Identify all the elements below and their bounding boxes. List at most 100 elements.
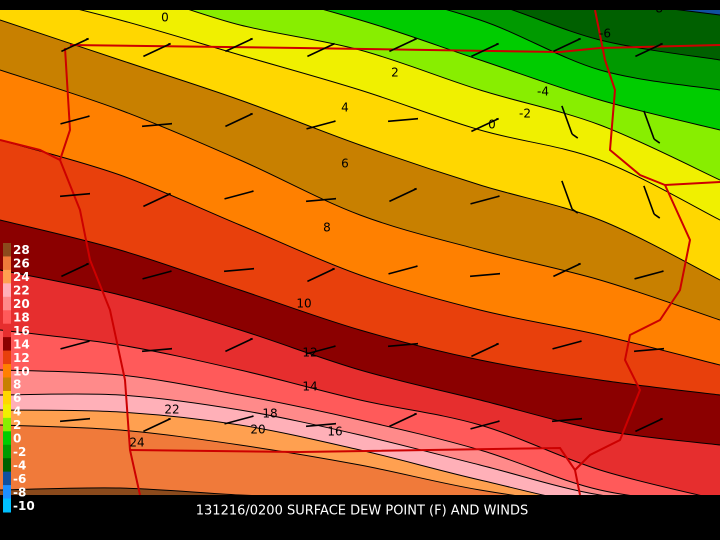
wind-barb-flag bbox=[659, 42, 663, 46]
wind-barb bbox=[388, 265, 418, 275]
wind-barb bbox=[553, 262, 581, 278]
contour-label: 18 bbox=[262, 407, 277, 421]
legend-swatch bbox=[3, 458, 11, 473]
wind-barb bbox=[471, 342, 499, 358]
legend-swatch bbox=[3, 350, 11, 365]
wind-barb-flag bbox=[577, 262, 581, 266]
wind-barb bbox=[387, 342, 419, 348]
wind-barb bbox=[225, 112, 253, 128]
legend-label: -2 bbox=[13, 445, 26, 459]
contour-line bbox=[0, 19, 720, 281]
wind-barb bbox=[223, 267, 255, 273]
wind-barb bbox=[307, 267, 335, 283]
legend-label: -4 bbox=[13, 458, 26, 472]
wind-barb-flag bbox=[571, 133, 579, 139]
legend-label: 6 bbox=[13, 391, 21, 405]
wind-barb-flag bbox=[653, 138, 661, 144]
wind-barb-flag bbox=[577, 37, 581, 41]
legend-swatch bbox=[3, 243, 11, 257]
wind-barb-flag bbox=[167, 42, 171, 46]
wind-barb bbox=[471, 117, 499, 133]
wind-barb bbox=[471, 42, 499, 58]
wind-barb-flag bbox=[659, 417, 663, 421]
wind-barb bbox=[635, 417, 663, 433]
legend-label: 10 bbox=[13, 364, 30, 378]
legend-label: 22 bbox=[13, 284, 30, 298]
legend-label: 24 bbox=[13, 270, 30, 284]
legend-label: 16 bbox=[13, 324, 30, 338]
border bbox=[69, 44, 720, 54]
contour-line bbox=[0, 269, 720, 446]
wind-barb bbox=[561, 180, 573, 210]
contour-label: -6 bbox=[599, 27, 611, 41]
legend-label: -6 bbox=[13, 472, 26, 486]
contour-label: 0 bbox=[488, 118, 496, 132]
wind-barb-flag bbox=[331, 42, 335, 46]
contour-label: 0 bbox=[161, 11, 169, 25]
wind-barb bbox=[305, 422, 337, 428]
wind-barb-flag bbox=[167, 192, 171, 196]
wind-barb bbox=[141, 347, 173, 353]
contour-label: 20 bbox=[250, 423, 265, 437]
wind-barb bbox=[143, 192, 171, 208]
wind-barb bbox=[389, 37, 417, 53]
legend-label: 20 bbox=[13, 297, 30, 311]
legend-swatch bbox=[3, 256, 11, 271]
contour-line bbox=[79, 10, 720, 221]
wind-barb bbox=[389, 187, 417, 203]
wind-barb-flag bbox=[249, 37, 253, 41]
wind-barb bbox=[61, 37, 89, 53]
wind-barb-flag bbox=[495, 117, 499, 121]
border bbox=[129, 446, 581, 495]
legend-label: 26 bbox=[13, 257, 30, 271]
contour-line bbox=[323, 10, 720, 131]
legend-label: 14 bbox=[13, 337, 30, 351]
band bbox=[512, 10, 720, 60]
wind-barb bbox=[307, 42, 335, 58]
wind-barb-flag bbox=[413, 37, 417, 41]
legend-label: 4 bbox=[13, 405, 21, 419]
contour-line bbox=[0, 369, 631, 495]
contour-line bbox=[0, 329, 701, 495]
contour-line bbox=[0, 487, 251, 495]
legend-swatch bbox=[3, 444, 11, 459]
wind-barb bbox=[469, 272, 501, 278]
contour-line bbox=[0, 219, 720, 396]
wind-barb-flag bbox=[495, 342, 499, 346]
contour-line bbox=[0, 139, 720, 366]
wind-barb bbox=[59, 192, 91, 198]
contour-label: 16 bbox=[327, 425, 342, 439]
legend-label: 18 bbox=[13, 310, 30, 324]
wind-barb bbox=[142, 270, 172, 280]
contour-line bbox=[188, 10, 720, 181]
contour-label: -2 bbox=[519, 107, 531, 121]
legend-swatch bbox=[3, 404, 11, 419]
legend-swatch bbox=[3, 485, 11, 500]
border bbox=[574, 184, 692, 471]
legend-swatch bbox=[3, 390, 11, 405]
wind-barb-flag bbox=[495, 42, 499, 46]
legend-label: 2 bbox=[13, 418, 21, 432]
wind-barb-flag bbox=[413, 412, 417, 416]
wind-barb-flag bbox=[85, 262, 89, 266]
wind-barb-flag bbox=[249, 337, 253, 341]
wind-barb bbox=[552, 340, 582, 350]
contour-label: 12 bbox=[302, 346, 317, 360]
legend-swatch bbox=[3, 310, 11, 325]
contour-label: -8 bbox=[651, 2, 663, 16]
legend-label: -8 bbox=[13, 485, 26, 499]
wind-barb bbox=[643, 110, 655, 140]
legend-label: 28 bbox=[13, 243, 30, 257]
wind-barb bbox=[59, 417, 91, 423]
border bbox=[58, 47, 141, 495]
contour-label: 6 bbox=[341, 157, 349, 171]
wind-barb bbox=[305, 197, 337, 203]
wind-barb bbox=[225, 37, 253, 53]
wind-barb bbox=[389, 412, 417, 428]
legend-swatch bbox=[3, 323, 11, 338]
border bbox=[0, 139, 61, 161]
wind-barb bbox=[224, 415, 254, 425]
